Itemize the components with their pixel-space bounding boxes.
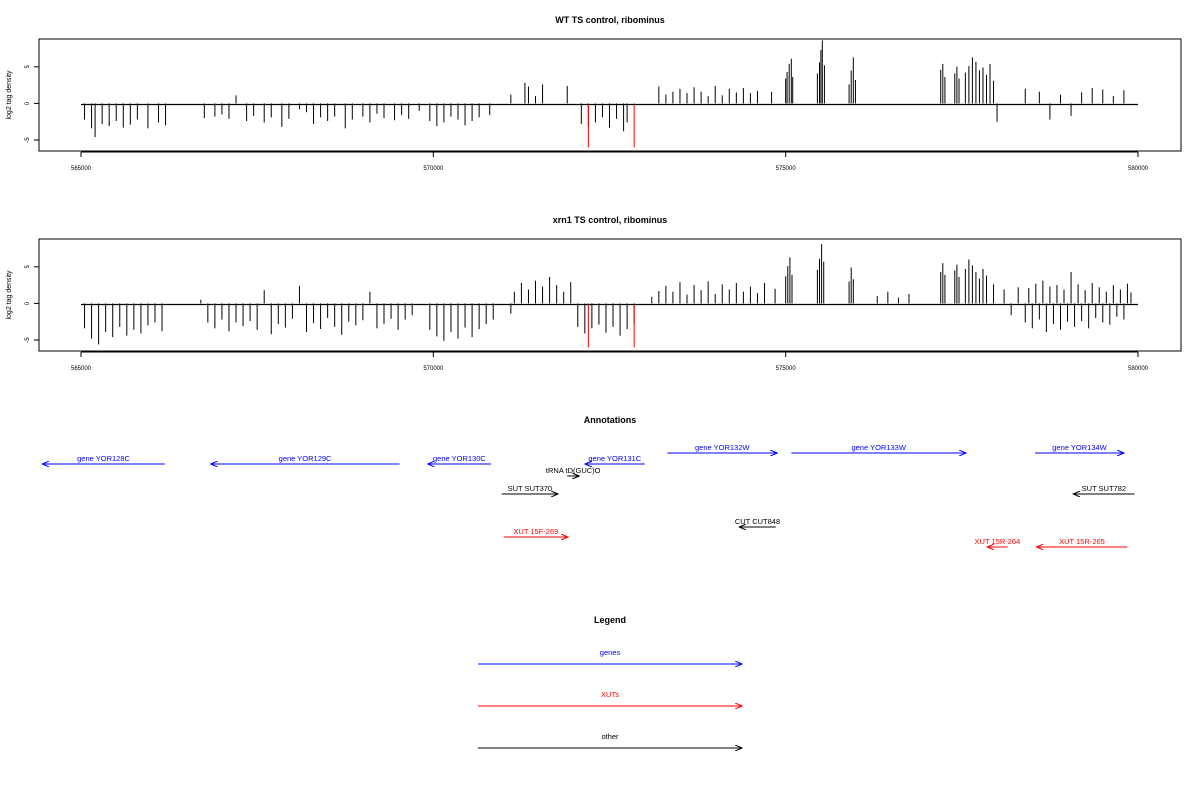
x-tick-label: 565000 [71,366,92,372]
y-axis-label: log2 tag density [6,270,13,320]
annotation-feature: XUT 15R-264 [975,537,1021,547]
annotation-feature: gene YOR133W [791,443,966,453]
y-tick-label: 0 [25,101,31,105]
annotation-feature: tRNA tD(GUC)O [546,466,601,476]
annotation-feature: gene YOR129C [211,454,400,464]
annotation-label: SUT SUT370 [508,484,552,493]
bar-group [84,40,1125,148]
y-tick-label: 0 [25,301,31,305]
x-tick-label: 565000 [71,166,92,172]
y-axis-label: log2 tag density [6,70,13,120]
bar-group [84,244,1132,348]
annotations-panel: Annotations gene YOR128C gene YOR129C gene… [42,415,1135,547]
annotation-feature: XUT 15F-269 [503,527,568,537]
annotation-feature: SUT SUT370 [501,484,558,494]
annotation-label: gene YOR131C [588,454,641,463]
legend-label: other [601,732,619,741]
legend-label: XUTs [601,690,619,699]
annotation-label: tRNA tD(GUC)O [546,466,601,475]
y-tick-label: 5 [25,64,31,68]
x-tick-label: 580000 [1128,366,1149,372]
annotation-label: SUT SUT782 [1082,484,1126,493]
y-tick-label: -5 [25,337,31,343]
annotation-feature: gene YOR134W [1035,443,1124,453]
y-axis: -5 0 5 [25,64,40,143]
chart-title: xrn1 TS control, ribominus [553,215,668,225]
annotation-track: gene YOR128C gene YOR129C gene YOR130C gene… [42,443,1135,547]
chart-title: WT TS control, ribominus [555,15,665,25]
annotation-label: gene YOR133W [851,443,906,452]
plot-frame [38,238,1182,352]
plot-frame [38,38,1182,152]
annotation-label: XUT 15R-265 [1059,537,1105,546]
annotation-label: CUT CUT848 [735,517,780,526]
legend-entry: other [478,732,742,748]
legend-entry: genes [478,648,742,664]
legend-title: Legend [594,615,626,625]
annotation-label: XUT 15R-264 [975,537,1021,546]
annotation-label: gene YOR129C [279,454,332,463]
annotation-label: gene YOR130C [433,454,486,463]
annotation-label: gene YOR132W [695,443,750,452]
x-axis: 565000 570000 575000 580000 [71,351,1149,372]
legend-entry: XUTs [478,690,742,706]
x-tick-label: 570000 [423,366,444,372]
annotation-label: gene YOR134W [1052,443,1107,452]
x-tick-label: 575000 [776,366,797,372]
annotation-feature: gene YOR130C [428,454,492,464]
legend-label: genes [600,648,621,657]
y-tick-label: -5 [25,137,31,143]
legend-entries: genes XUTs other [478,648,742,748]
chart-panel-xrn1: xrn1 TS control, ribominus log2 tag dens… [6,215,1182,372]
annotation-feature: XUT 15R-265 [1037,537,1128,547]
annotation-feature: gene YOR128C [42,454,165,464]
annotation-feature: gene YOR131C [585,454,645,464]
x-tick-label: 570000 [423,166,444,172]
legend-panel: Legend genes XUTs other [478,615,742,748]
y-tick-label: 5 [25,264,31,268]
annotation-label: XUT 15F-269 [513,527,558,536]
annotation-label: gene YOR128C [77,454,130,463]
y-axis: -5 0 5 [25,264,40,343]
chart-panel-wt: WT TS control, ribominus log2 tag densit… [6,15,1182,172]
annotation-feature: gene YOR132W [667,443,777,453]
annotations-title: Annotations [584,415,637,425]
annotation-feature: CUT CUT848 [735,517,780,527]
x-tick-label: 575000 [776,166,797,172]
x-axis: 565000 570000 575000 580000 [71,151,1149,172]
annotation-feature: SUT SUT782 [1073,484,1135,494]
x-tick-label: 580000 [1128,166,1149,172]
